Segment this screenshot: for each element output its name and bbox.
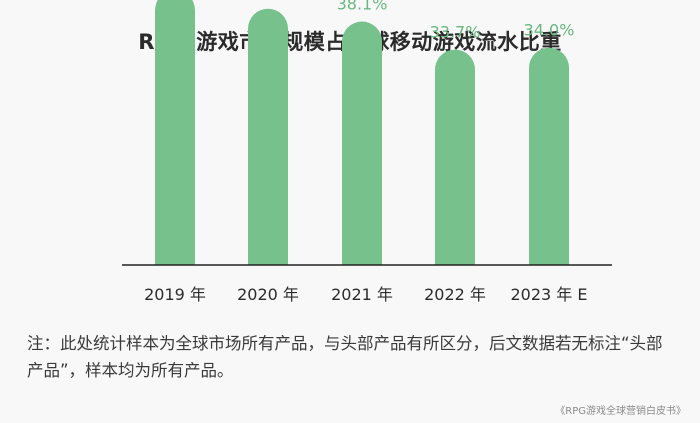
value-label-4: 34.0%: [524, 21, 575, 40]
bars-group: [155, 0, 569, 266]
value-label-2: 38.1%: [337, 0, 388, 14]
source-citation: 《RPG游戏全球营销白皮书》: [555, 406, 686, 417]
bar-3: [435, 49, 475, 265]
category-label-4: 2023 年 E: [510, 285, 587, 304]
labels-group: 43.0%2019 年40.1%2020 年38.1%2021 年33.7%20…: [144, 0, 587, 304]
category-label-0: 2019 年: [144, 285, 206, 304]
bar-2: [342, 21, 382, 265]
value-label-1: 40.1%: [243, 0, 294, 1]
bar-0: [155, 0, 195, 265]
bar-4: [529, 47, 569, 266]
value-label-3: 33.7%: [430, 23, 481, 42]
category-label-2: 2021 年: [331, 285, 393, 304]
footnote: 注：此处统计样本为全球市场所有产品，与头部产品有所区分，后文数据若无标注“头部产…: [27, 334, 663, 380]
bar-1: [248, 8, 288, 266]
category-label-1: 2020 年: [237, 285, 299, 304]
category-label-3: 2022 年: [424, 285, 486, 304]
